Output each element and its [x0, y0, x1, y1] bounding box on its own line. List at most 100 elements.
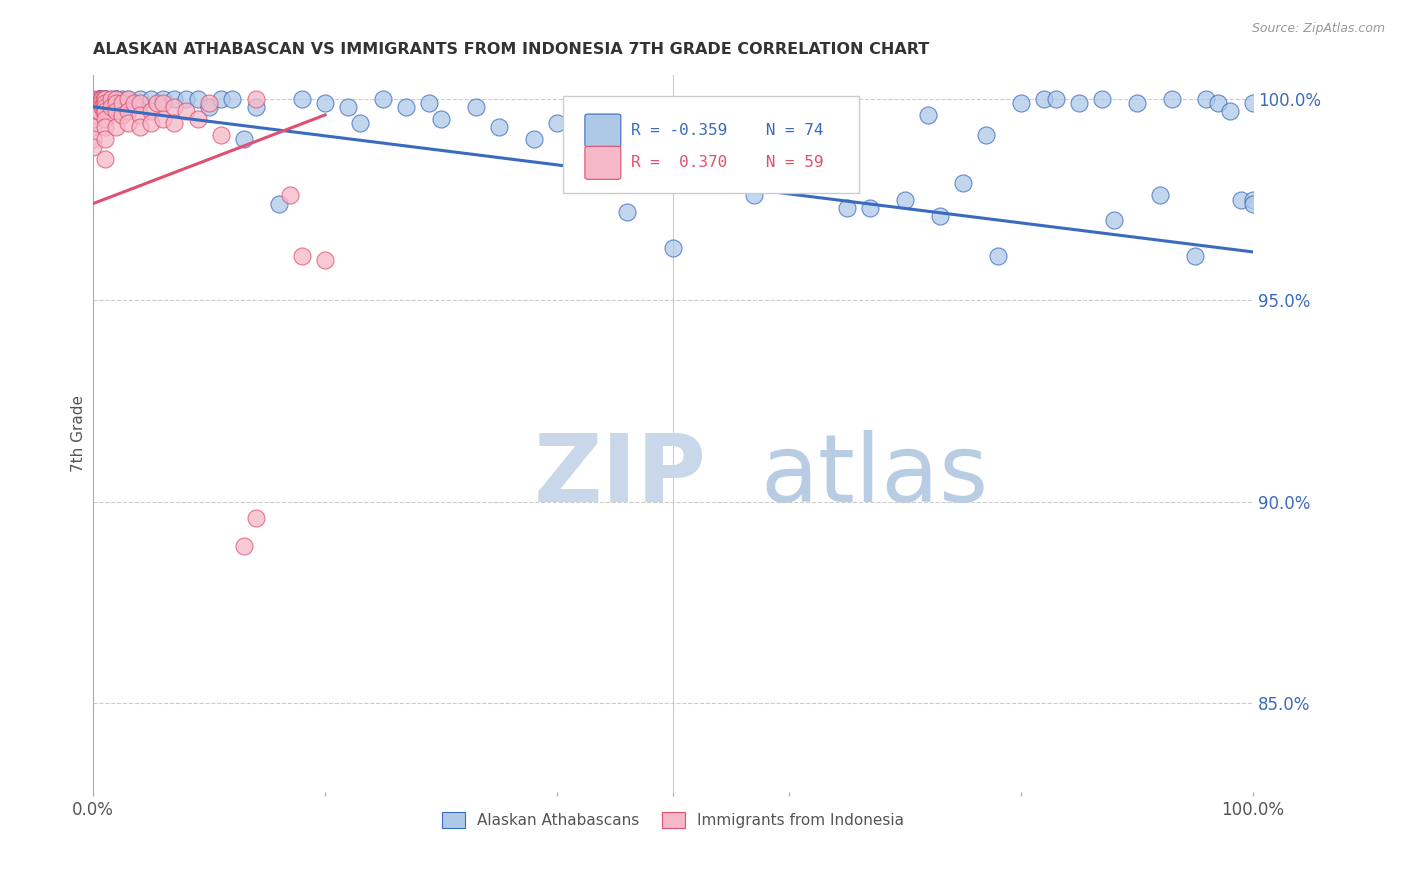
Point [117, 116, 139, 130]
Point [94, 120, 117, 134]
Point [105, 92, 128, 106]
Point [221, 92, 243, 106]
Point [464, 100, 486, 114]
Point [1241, 196, 1264, 211]
FancyBboxPatch shape [585, 114, 621, 147]
Point [100, 100, 122, 114]
Point [91, 92, 114, 106]
Point [93, 103, 115, 118]
Point [894, 193, 917, 207]
Point [1010, 95, 1032, 110]
Point [232, 132, 254, 146]
Point [87, 92, 110, 106]
Point [581, 124, 603, 138]
Point [94, 92, 117, 106]
Point [662, 241, 685, 255]
Point [94, 92, 117, 106]
Point [801, 116, 824, 130]
Text: ALASKAN ATHABASCAN VS IMMIGRANTS FROM INDONESIA 7TH GRADE CORRELATION CHART: ALASKAN ATHABASCAN VS IMMIGRANTS FROM IN… [93, 42, 929, 57]
Point [245, 92, 267, 106]
Point [685, 116, 707, 130]
Point [1230, 193, 1253, 207]
Point [720, 169, 742, 183]
Point [111, 95, 134, 110]
Point [1160, 92, 1182, 106]
Point [82, 95, 104, 110]
Point [1219, 103, 1241, 118]
Point [105, 92, 128, 106]
Point [94, 100, 117, 114]
Point [1241, 193, 1264, 207]
Point [835, 201, 858, 215]
Point [94, 112, 117, 126]
Point [94, 95, 117, 110]
Point [91, 100, 114, 114]
Point [94, 103, 117, 118]
Text: R =  0.370    N = 59: R = 0.370 N = 59 [631, 155, 824, 170]
Point [488, 120, 510, 134]
Point [974, 128, 997, 142]
Point [87, 103, 110, 118]
Point [314, 252, 336, 267]
Point [94, 132, 117, 146]
Point [1149, 188, 1171, 202]
Point [90, 95, 112, 110]
Point [742, 188, 765, 202]
Point [245, 100, 267, 114]
Point [245, 511, 267, 525]
Point [337, 100, 360, 114]
Point [1102, 212, 1125, 227]
Point [987, 249, 1010, 263]
Point [291, 92, 314, 106]
Point [523, 132, 546, 146]
Legend: Alaskan Athabascans, Immigrants from Indonesia: Alaskan Athabascans, Immigrants from Ind… [436, 806, 910, 835]
Point [146, 95, 169, 110]
Point [209, 128, 232, 142]
Point [267, 196, 290, 211]
Point [105, 103, 128, 118]
Point [82, 140, 104, 154]
Point [87, 92, 110, 106]
Point [94, 92, 117, 106]
Point [152, 95, 174, 110]
Y-axis label: 7th Grade: 7th Grade [72, 395, 86, 472]
Point [128, 95, 150, 110]
Point [928, 209, 950, 223]
Point [117, 103, 139, 118]
Point [1045, 92, 1067, 106]
Point [278, 188, 301, 202]
Point [349, 116, 371, 130]
FancyBboxPatch shape [585, 146, 621, 179]
Point [638, 103, 661, 118]
Point [198, 100, 221, 114]
Point [163, 100, 186, 114]
Point [82, 100, 104, 114]
Point [82, 103, 104, 118]
Point [82, 132, 104, 146]
Point [1126, 95, 1149, 110]
Point [314, 95, 336, 110]
Point [82, 112, 104, 126]
Point [111, 108, 134, 122]
Point [187, 112, 209, 126]
Point [82, 108, 104, 122]
Point [100, 92, 122, 106]
Point [209, 92, 232, 106]
Point [87, 92, 110, 106]
Point [546, 116, 568, 130]
Point [616, 204, 638, 219]
Point [1033, 92, 1056, 106]
Point [291, 249, 314, 263]
Point [1091, 92, 1114, 106]
Point [100, 92, 122, 106]
Point [1195, 92, 1218, 106]
Point [1241, 95, 1264, 110]
Point [917, 108, 939, 122]
Point [94, 92, 117, 106]
Point [94, 153, 117, 167]
Point [87, 95, 110, 110]
Point [198, 95, 221, 110]
Point [122, 95, 145, 110]
Point [859, 201, 882, 215]
Point [174, 92, 197, 106]
